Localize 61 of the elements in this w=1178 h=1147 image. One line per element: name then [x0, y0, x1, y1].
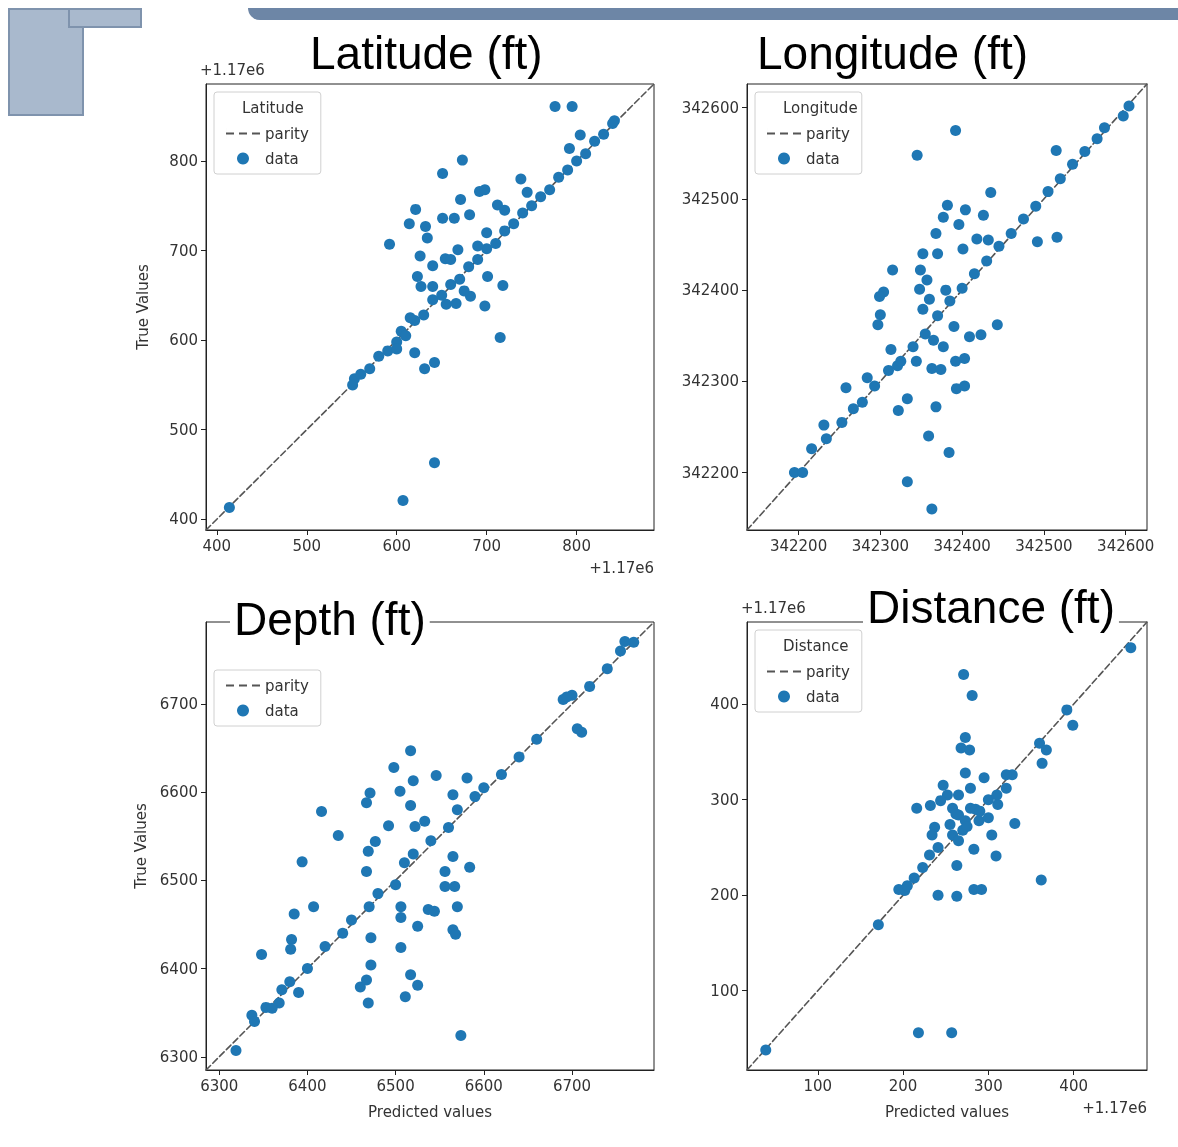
legend-title: Latitude	[242, 98, 304, 117]
chart-title: Latitude (ft)	[310, 27, 543, 79]
text: +1.17e6	[741, 598, 806, 617]
x-tick-label: 342300	[851, 536, 909, 555]
y-tick-label: 342300	[681, 372, 739, 391]
y-tick-label: 6400	[159, 959, 198, 978]
y-tick-label: 100	[710, 981, 739, 1000]
y-tick-label: 6500	[159, 871, 198, 890]
x-tick-label: 400	[1059, 1076, 1088, 1095]
legend-title: Longitude	[783, 98, 858, 117]
y-tick-label: 342500	[681, 189, 739, 208]
y-axis-title: True Values	[132, 803, 151, 890]
chart-title: Longitude (ft)	[757, 27, 1029, 79]
x-tick-label: 342600	[1097, 536, 1155, 555]
x-axis-title: Predicted values	[368, 1102, 493, 1121]
y-tick-label: 800	[169, 152, 198, 171]
y-tick-label: 342600	[681, 98, 739, 117]
legend-label: parity	[806, 124, 850, 143]
y-tick-label: 500	[169, 420, 198, 439]
x-tick-label: 6400	[288, 1076, 327, 1095]
y-tick-label: 700	[169, 241, 198, 260]
x-tick-label: 400	[202, 536, 232, 555]
y-tick-label: 342400	[681, 281, 739, 300]
x-tick-label: 800	[562, 536, 591, 555]
legend-label: parity	[265, 124, 309, 143]
legend-title: Distance	[783, 636, 849, 655]
x-tick-label: 100	[803, 1076, 833, 1095]
legend-label: data	[265, 149, 299, 168]
y-tick-label: 6300	[159, 1047, 198, 1066]
x-tick-label: 700	[472, 536, 501, 555]
y-tick-label: 200	[710, 886, 739, 905]
x-tick-label: 200	[888, 1076, 918, 1095]
y-tick-label: 6700	[159, 695, 198, 714]
legend-label: parity	[265, 676, 309, 695]
x-axis-title: Predicted values	[885, 1102, 1010, 1121]
y-tick-label: 600	[169, 331, 198, 350]
x-tick-label: 342200	[769, 536, 828, 555]
x-tick-label: 342400	[933, 536, 991, 555]
y-tick-label: 400	[169, 510, 198, 529]
x-tick-label: 6500	[376, 1076, 415, 1095]
text: +1.17e6	[200, 60, 265, 79]
y-tick-label: 400	[710, 695, 739, 714]
x-tick-label: 6700	[552, 1076, 592, 1095]
legend-label: data	[806, 149, 840, 168]
y-tick-label: 6600	[159, 783, 198, 802]
x-tick-label: 6600	[464, 1076, 503, 1095]
x-tick-label: 500	[292, 536, 322, 555]
chart-title: Distance (ft)	[867, 581, 1115, 633]
y-axis-title: True Values	[133, 264, 152, 351]
x-tick-label: 6300	[200, 1076, 239, 1095]
y-tick-label: 342200	[681, 463, 739, 482]
x-tick-label: 600	[382, 536, 412, 555]
legend-label: parity	[806, 662, 850, 681]
legend-label: data	[265, 701, 299, 720]
x-tick-label: 342500	[1015, 536, 1073, 555]
legend-label: data	[806, 687, 840, 706]
chart-title: Depth (ft)	[234, 593, 426, 645]
text: +1.17e6	[589, 558, 655, 577]
text: +1.17e6	[1082, 1098, 1148, 1117]
x-tick-label: 300	[974, 1076, 1003, 1095]
y-tick-label: 300	[710, 790, 739, 809]
